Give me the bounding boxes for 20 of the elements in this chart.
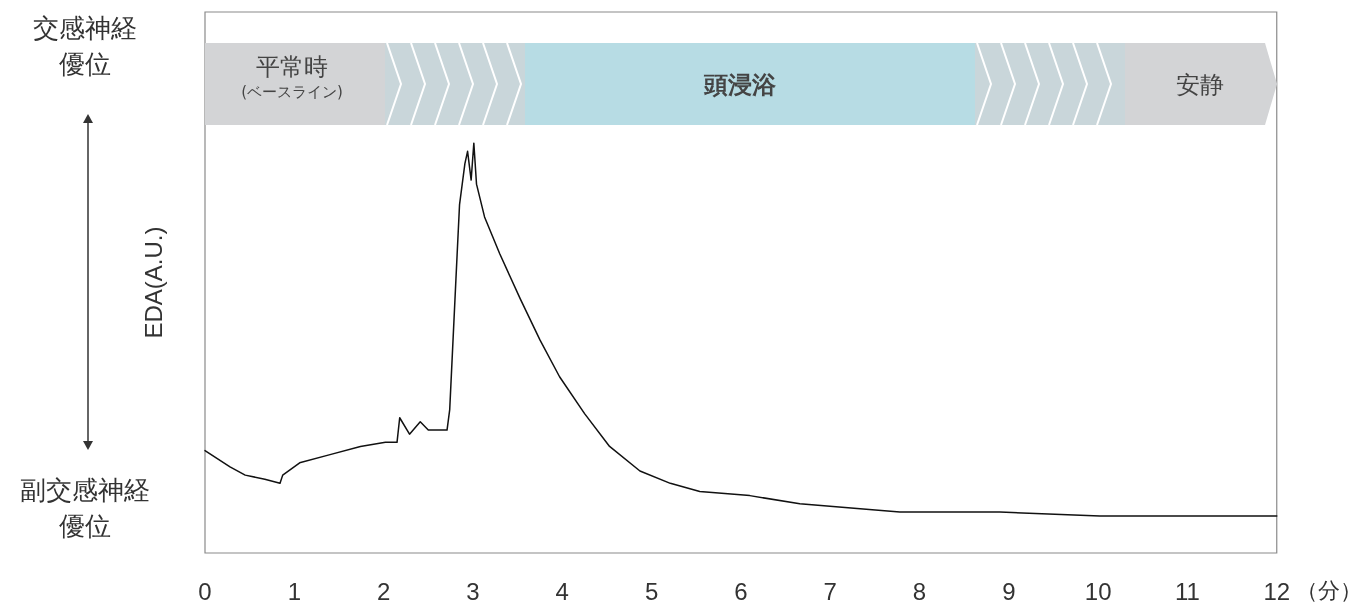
y-axis-title: EDA(A.U.) [139, 226, 167, 339]
text: 安静 [1175, 70, 1225, 100]
x-tick-label: 5 [644, 577, 659, 605]
x-tick-label: 8 [912, 577, 927, 605]
x-tick-label: 10 [1084, 577, 1112, 605]
x-tick-label: 1 [287, 577, 301, 605]
x-tick-label: 4 [555, 577, 569, 605]
x-tick-label: 3 [466, 577, 480, 605]
x-axis-title: （分） [1296, 577, 1362, 603]
x-tick-label: 0 [198, 577, 212, 605]
x-tick-label: 12 [1263, 577, 1291, 605]
x-tick-label: 9 [1002, 577, 1016, 605]
x-tick-label: 7 [823, 577, 837, 605]
text: 平常時 (ベースライン) [240, 52, 344, 102]
x-tick-label: 2 [376, 577, 391, 605]
x-tick-label: 6 [734, 577, 748, 605]
text: 副交感神経優位 [20, 474, 150, 543]
text: 交感神経優位 [33, 12, 137, 81]
text: 頭浸浴 [703, 70, 777, 100]
x-tick-label: 11 [1174, 577, 1200, 605]
